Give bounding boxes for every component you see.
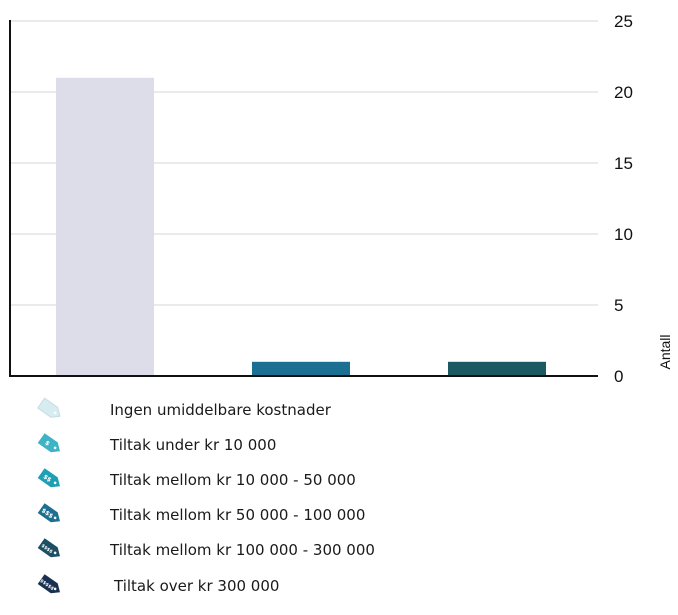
price-tag-icon bbox=[36, 397, 66, 423]
price-tag-icon: $$$ bbox=[36, 502, 66, 528]
price-tag-icon: $$$$$ bbox=[36, 573, 66, 599]
legend-label: Tiltak mellom kr 10 000 - 50 000 bbox=[110, 471, 356, 489]
legend-label: Tiltak mellom kr 50 000 - 100 000 bbox=[110, 506, 366, 524]
y-axis-label: Antall bbox=[657, 334, 673, 369]
y-tick-label: 5 bbox=[614, 296, 623, 315]
legend-label: Ingen umiddelbare kostnader bbox=[110, 401, 331, 419]
legend-label: Tiltak over kr 300 000 bbox=[114, 577, 280, 595]
price-tag-mark: $$ bbox=[42, 473, 53, 484]
bar-3 bbox=[448, 361, 546, 376]
y-tick-label: 0 bbox=[614, 367, 623, 386]
price-tag-icon: $$ bbox=[36, 467, 66, 493]
bar-chart: 0 5 10 15 20 25 Antall bbox=[9, 12, 673, 386]
price-tag-mark: $ bbox=[43, 439, 50, 447]
legend-label: Tiltak mellom kr 100 000 - 300 000 bbox=[110, 541, 375, 559]
price-tag-icon: $$$$ bbox=[36, 537, 66, 563]
bar-1 bbox=[56, 77, 154, 377]
price-tag-icon: $ bbox=[36, 432, 66, 458]
bar-2 bbox=[252, 361, 350, 376]
legend-label: Tiltak under kr 10 000 bbox=[110, 436, 277, 454]
y-tick-label: 15 bbox=[614, 154, 633, 173]
y-tick-labels: 0 5 10 15 20 25 bbox=[614, 12, 633, 386]
y-tick-label: 20 bbox=[614, 83, 633, 102]
y-tick-label: 25 bbox=[614, 12, 633, 31]
y-tick-label: 10 bbox=[614, 225, 633, 244]
axes bbox=[9, 20, 598, 377]
bars bbox=[56, 77, 546, 377]
